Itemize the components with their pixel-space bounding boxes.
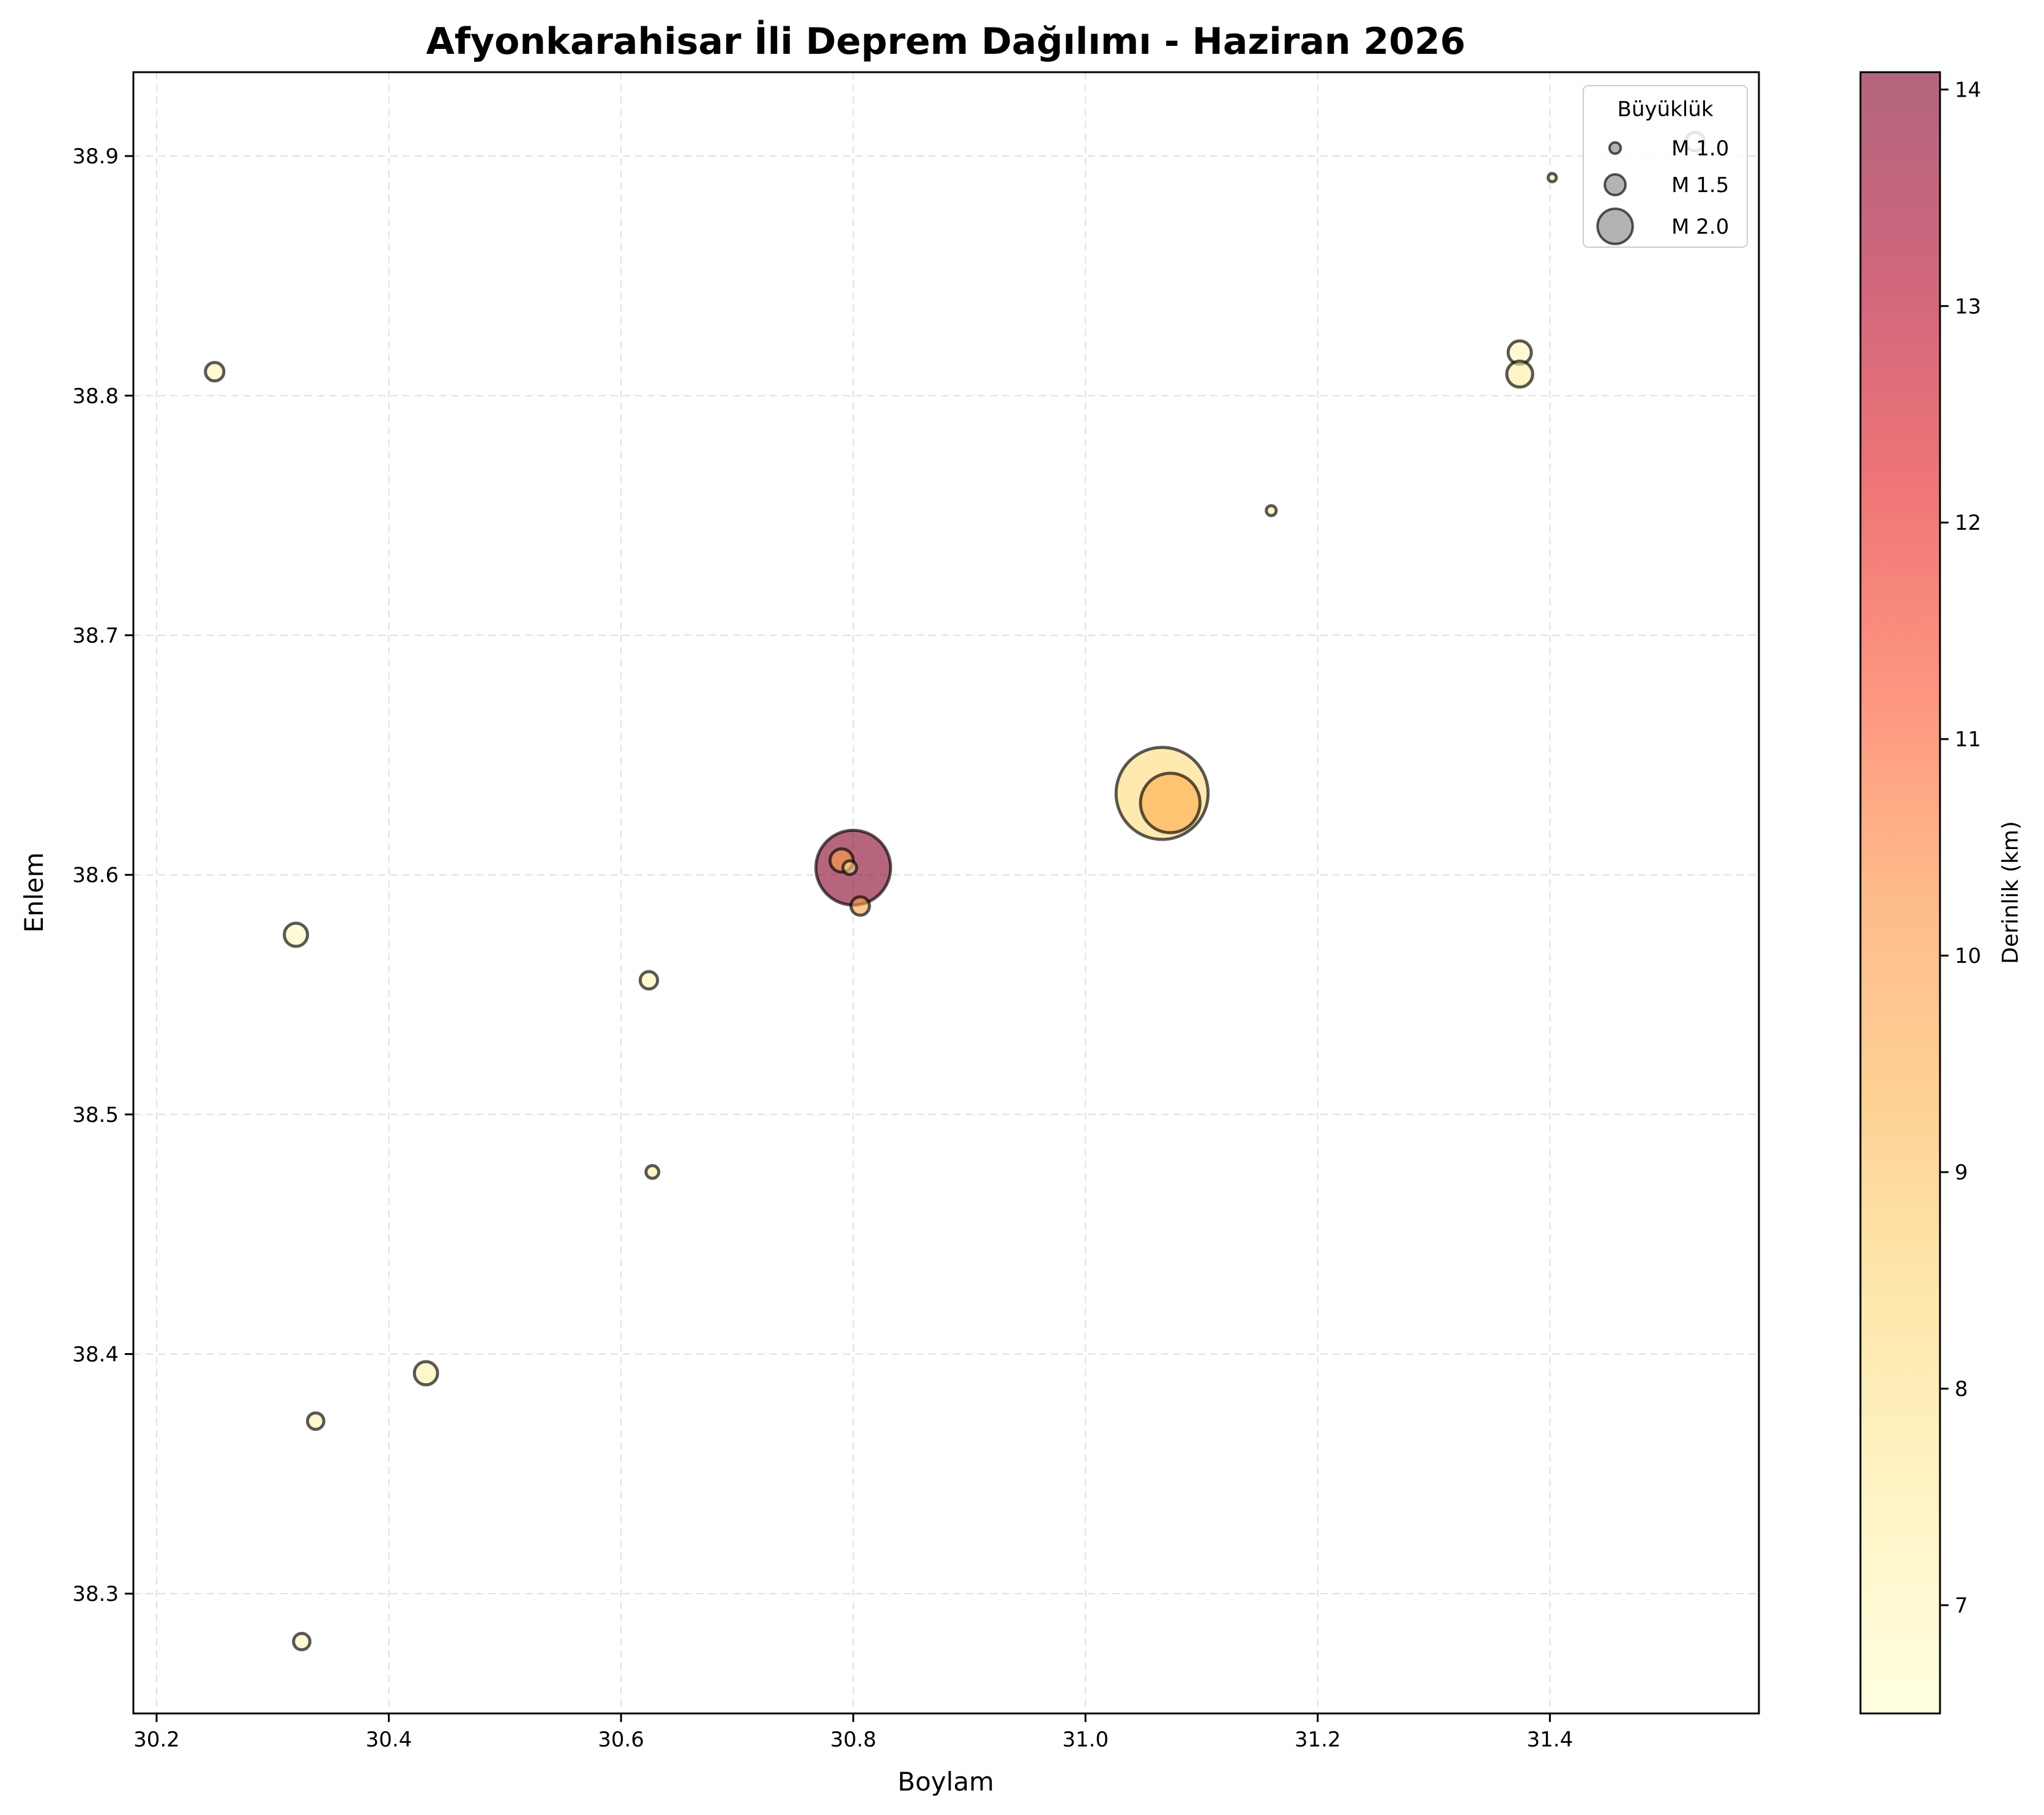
- x-axis-title: Boylam: [898, 1767, 994, 1797]
- plot-area-frame: [132, 71, 1760, 1715]
- earthquake-point: [638, 970, 660, 991]
- earthquake-point: [1265, 504, 1278, 518]
- earthquake-point: [1546, 172, 1558, 184]
- y-tick-label: 38.7: [72, 623, 119, 648]
- earthquake-point: [841, 859, 858, 876]
- legend-marker: [1608, 141, 1622, 155]
- x-tick-label: 31.2: [1295, 1728, 1341, 1752]
- y-axis: 38.3 38.4 38.5 38.6 38.7 38.8 38.9: [72, 144, 133, 1606]
- x-axis: 30.2 30.4 30.6 30.8 31.0 31.2 31.4: [133, 1713, 1573, 1752]
- x-tick-label: 31.0: [1062, 1728, 1109, 1752]
- colorbar-tick-label: 10: [1955, 944, 1981, 968]
- legend-marker: [1596, 207, 1634, 245]
- chart-title: Afyonkarahisar İli Deprem Dağılımı - Haz…: [426, 19, 1465, 63]
- x-tick-label: 30.6: [598, 1728, 644, 1752]
- colorbar-tick-label: 7: [1955, 1594, 1968, 1618]
- earthquake-point: [849, 895, 871, 917]
- earthquake-point: [292, 1631, 312, 1652]
- x-tick-label: 30.4: [366, 1728, 412, 1752]
- colorbar-tick-label: 12: [1955, 511, 1981, 535]
- x-tick-label: 30.8: [830, 1728, 877, 1752]
- x-tick-label: 31.4: [1527, 1728, 1574, 1752]
- colorbar-tick-label: 8: [1955, 1377, 1968, 1401]
- y-tick-label: 38.4: [72, 1342, 119, 1367]
- colorbar-tick-label: 13: [1955, 294, 1981, 319]
- earthquake-point: [306, 1411, 325, 1431]
- legend-entry-label: M 1.5: [1671, 173, 1729, 198]
- earthquake-point: [1505, 359, 1534, 389]
- legend-title: Büyüklük: [1618, 97, 1714, 122]
- colorbar-tick-label: 9: [1955, 1160, 1968, 1185]
- grid: [133, 72, 1759, 1713]
- legend: Büyüklük M 1.0 M 1.5 M 2.0: [1583, 85, 1748, 248]
- earthquake-point: [283, 921, 310, 948]
- legend-marker: [1604, 173, 1627, 196]
- legend-entry-label: M 2.0: [1671, 215, 1729, 239]
- y-tick-label: 38.8: [72, 384, 119, 409]
- y-tick-label: 38.9: [72, 144, 119, 169]
- y-tick-label: 38.3: [72, 1582, 119, 1606]
- y-tick-label: 38.6: [72, 863, 119, 888]
- colorbar-tick-label: 11: [1955, 727, 1981, 752]
- earthquake-point: [204, 361, 226, 383]
- colorbar-label: Derinlik (km): [1998, 821, 2023, 964]
- y-axis-title: Enlem: [19, 852, 49, 933]
- colorbar-gradient: [1859, 71, 1941, 1715]
- colorbar-tick-label: 14: [1955, 78, 1981, 102]
- earthquake-point: [1139, 771, 1202, 834]
- legend-box: [1583, 85, 1748, 248]
- x-tick-label: 30.2: [133, 1728, 180, 1752]
- colorbar: 7 8 9 10 11 12 13 14 Derinlik (km): [1859, 71, 2023, 1715]
- earthquake-point: [644, 1164, 661, 1180]
- earthquake-point: [412, 1360, 439, 1387]
- legend-entry-label: M 1.0: [1671, 136, 1729, 161]
- y-tick-label: 38.5: [72, 1103, 119, 1127]
- data-points: [204, 131, 1706, 1652]
